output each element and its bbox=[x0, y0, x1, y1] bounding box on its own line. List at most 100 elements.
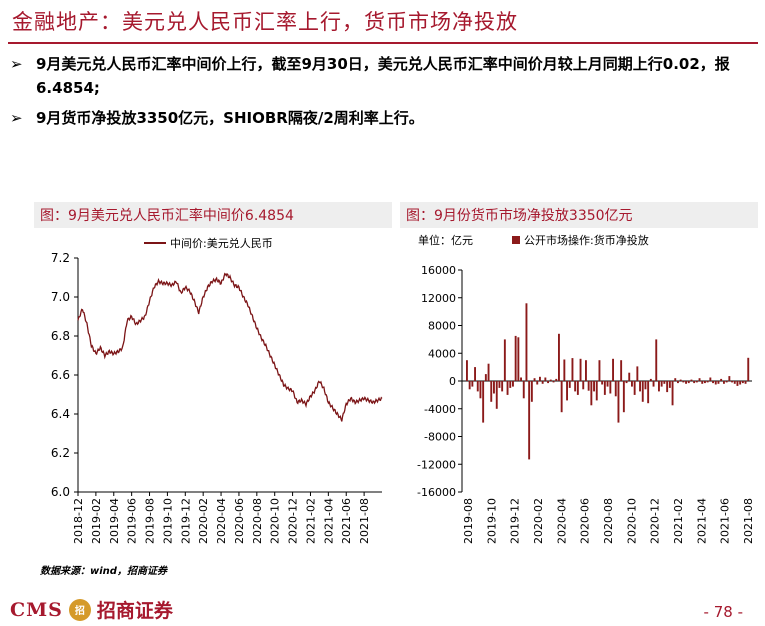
liquidity-bar bbox=[714, 381, 717, 385]
liquidity-bar bbox=[747, 357, 750, 381]
liquidity-bar bbox=[633, 381, 636, 395]
x-tick-label: 2020-04 bbox=[215, 498, 228, 544]
liquidity-bar bbox=[666, 381, 669, 393]
liquidity-bar bbox=[525, 303, 528, 381]
x-tick-label: 2019-10 bbox=[485, 498, 498, 544]
liquidity-bar bbox=[663, 381, 666, 384]
liquidity-bar bbox=[682, 381, 685, 383]
liquidity-bar bbox=[474, 367, 476, 381]
liquidity-bar bbox=[479, 381, 482, 399]
liquidity-bar bbox=[495, 381, 498, 409]
liquidity-bar bbox=[487, 363, 490, 381]
liquidity-bar bbox=[574, 381, 577, 392]
y-tick-label: 16000 bbox=[421, 264, 456, 277]
x-tick-label: 2021-06 bbox=[719, 498, 732, 544]
liquidity-bar bbox=[490, 381, 493, 402]
x-tick-label: 2020-02 bbox=[197, 498, 210, 544]
y-tick-label: 0 bbox=[449, 375, 456, 388]
cms-logo-text: CMS bbox=[10, 598, 63, 621]
liquidity-bar bbox=[679, 379, 682, 381]
liquidity-bar bbox=[595, 381, 598, 401]
liquidity-bar bbox=[503, 339, 506, 381]
liquidity-bar bbox=[639, 381, 641, 392]
x-tick-label: 2019-08 bbox=[462, 498, 475, 544]
liquidity-bar bbox=[685, 381, 687, 384]
y-tick-label: -8000 bbox=[424, 431, 456, 444]
x-tick-label: 2020-12 bbox=[649, 498, 662, 544]
liquidity-bar bbox=[709, 377, 712, 381]
liquidity-bar bbox=[620, 360, 623, 381]
liquidity-bar bbox=[687, 381, 690, 384]
liquidity-bar bbox=[493, 381, 495, 394]
liquidity-chart-caption: 图：9月份货币市场净投放3350亿元 bbox=[406, 208, 633, 224]
liquidity-bar bbox=[693, 381, 696, 384]
legend-swatch bbox=[512, 236, 520, 244]
x-tick-label: 2021-02 bbox=[304, 498, 317, 544]
liquidity-bar bbox=[739, 381, 742, 385]
liquidity-bar bbox=[625, 381, 628, 384]
liquidity-bar bbox=[668, 381, 671, 388]
liquidity-bar bbox=[587, 381, 590, 391]
liquidity-bar bbox=[582, 381, 585, 390]
liquidity-bar bbox=[647, 381, 650, 404]
liquidity-bar bbox=[628, 372, 631, 381]
liquidity-bar-chart: 单位：亿元 公开市场操作:货币净投放 16000 12000 8000 4000 0 -400… bbox=[417, 233, 755, 544]
liquidity-bar bbox=[576, 381, 579, 395]
liquidity-bar bbox=[652, 381, 655, 387]
data-source: 数据来源：wind，招商证券 bbox=[40, 566, 167, 577]
liquidity-bar bbox=[598, 360, 601, 381]
liquidity-bar bbox=[552, 381, 555, 383]
x-tick-label: 2019-04 bbox=[108, 498, 121, 544]
x-tick-label: 2021-04 bbox=[695, 498, 708, 544]
liquidity-bar bbox=[631, 381, 633, 387]
liquidity-bar bbox=[636, 366, 639, 381]
y-tick-label: 6.6 bbox=[51, 368, 70, 382]
bullet-text: 9月货币净投放3350亿元，SHIOBR隔夜/2周利率上行。 bbox=[36, 109, 424, 127]
liquidity-bar bbox=[609, 381, 612, 394]
liquidity-bar bbox=[617, 381, 620, 423]
liquidity-bar bbox=[649, 378, 652, 381]
x-tick-label: 2021-08 bbox=[742, 498, 755, 544]
x-tick-label: 2020-10 bbox=[269, 498, 282, 544]
y-tick-label: -4000 bbox=[424, 403, 456, 416]
liquidity-bar bbox=[612, 358, 614, 381]
liquidity-bar bbox=[706, 381, 709, 383]
liquidity-bar bbox=[641, 381, 644, 402]
liquidity-bar bbox=[593, 381, 595, 392]
x-tick-label: 2020-06 bbox=[233, 498, 246, 544]
liquidity-bar bbox=[658, 381, 660, 392]
liquidity-bar bbox=[614, 381, 617, 397]
liquidity-bar bbox=[606, 381, 609, 387]
liquidity-bar bbox=[671, 381, 674, 406]
liquidity-bar bbox=[539, 376, 541, 381]
liquidity-bar bbox=[579, 358, 582, 381]
liquidity-bar bbox=[547, 381, 549, 384]
x-tick-label: 2019-12 bbox=[179, 498, 192, 544]
x-tick-label: 2021-04 bbox=[322, 498, 335, 544]
y-tick-label: 12000 bbox=[421, 292, 456, 305]
legend-label: 公开市场操作:货币净投放 bbox=[524, 233, 649, 247]
y-tick-label: -12000 bbox=[417, 458, 456, 471]
company-logo: CMS 招 招商证券 bbox=[10, 596, 173, 623]
liquidity-bar bbox=[501, 381, 504, 392]
y-tick-label: -16000 bbox=[417, 486, 456, 499]
x-tick-label: 2020-08 bbox=[602, 498, 615, 544]
bullet-list: ➢ 9月美元兑人民币汇率中间价上行，截至9月30日，美元兑人民币汇率中间价月较上… bbox=[10, 52, 758, 136]
liquidity-bar bbox=[736, 381, 739, 386]
liquidity-bar bbox=[660, 381, 663, 387]
liquidity-bar bbox=[712, 381, 714, 384]
liquidity-bar bbox=[476, 381, 479, 392]
liquidity-bar bbox=[603, 381, 606, 395]
liquidity-bar bbox=[566, 381, 568, 401]
x-tick-label: 2021-06 bbox=[340, 498, 353, 544]
liquidity-bar bbox=[622, 381, 625, 413]
liquidity-bar bbox=[528, 381, 531, 460]
liquidity-bar bbox=[514, 335, 517, 381]
page-title: 金融地产：美元兑人民币汇率上行，货币市场净投放 bbox=[12, 10, 518, 34]
liquidity-bar bbox=[533, 378, 536, 381]
liquidity-bar bbox=[644, 381, 647, 390]
x-tick-label: 2021-08 bbox=[358, 498, 371, 544]
liquidity-bar bbox=[563, 359, 566, 381]
y-tick-label: 4000 bbox=[428, 347, 456, 360]
x-tick-label: 2020-04 bbox=[555, 498, 568, 544]
